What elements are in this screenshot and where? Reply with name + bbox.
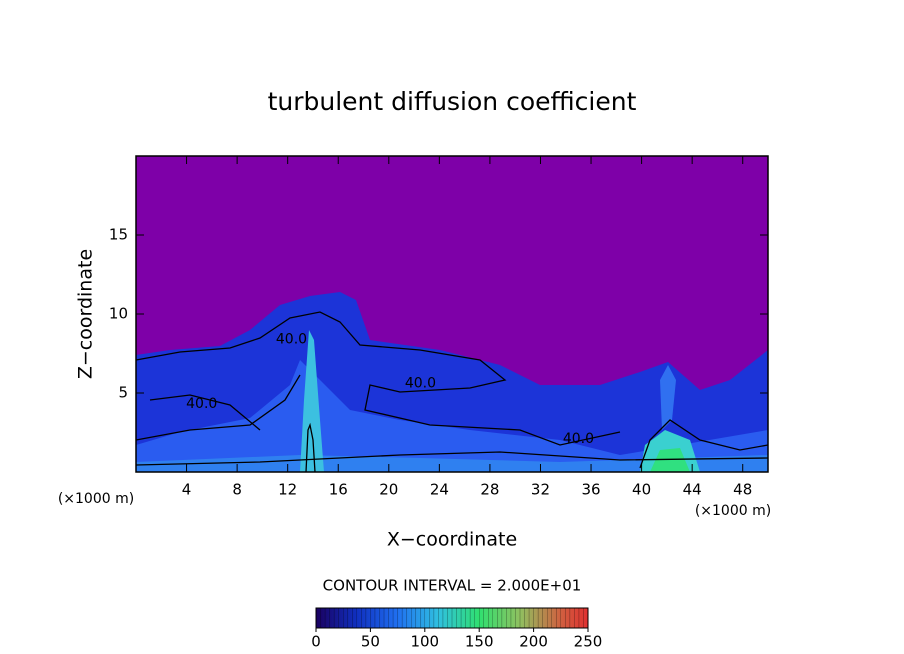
x-tick-label: 28	[480, 481, 499, 499]
y-axis-label: Z−coordinate	[75, 249, 97, 379]
x-tick-label: 16	[329, 481, 348, 499]
axis-unit: (×1000 m)	[58, 491, 134, 507]
contour-label: 40.0	[563, 431, 594, 447]
colorbar-tick-label: 0	[311, 633, 321, 651]
x-tick-label: 40	[632, 481, 651, 499]
colorbar-tick-label: 50	[361, 633, 380, 651]
colorbar-tick-label: 100	[410, 633, 439, 651]
x-axis-label: X−coordinate	[387, 529, 517, 551]
contour-label: 40.0	[405, 376, 436, 392]
contour-label: 40.0	[276, 331, 307, 347]
x-tick-label: 8	[232, 481, 242, 499]
x-tick-label: 20	[379, 481, 398, 499]
x-tick-label: 44	[683, 481, 702, 499]
contour-interval: CONTOUR INTERVAL = 2.000E+01	[323, 577, 582, 595]
x-tick-label: 32	[531, 481, 550, 499]
colorbar-tick-label: 150	[465, 633, 494, 651]
contour-field	[136, 156, 768, 472]
x-tick-label: 36	[581, 481, 600, 499]
contour-label: 40.0	[186, 396, 217, 412]
y-tick-label: 5	[118, 384, 128, 402]
colorbar-tick-label: 200	[519, 633, 548, 651]
y-tick-label: 10	[109, 305, 128, 323]
x-tick-label: 12	[278, 481, 297, 499]
x-tick-label: 24	[430, 481, 449, 499]
y-tick-label: 15	[109, 226, 128, 244]
axis-unit: (×1000 m)	[695, 503, 771, 519]
x-tick-label: 4	[182, 481, 192, 499]
colorbar-tick-label: 250	[574, 633, 603, 651]
x-tick-label: 48	[733, 481, 752, 499]
chart-title: turbulent diffusion coefficient	[268, 87, 637, 116]
